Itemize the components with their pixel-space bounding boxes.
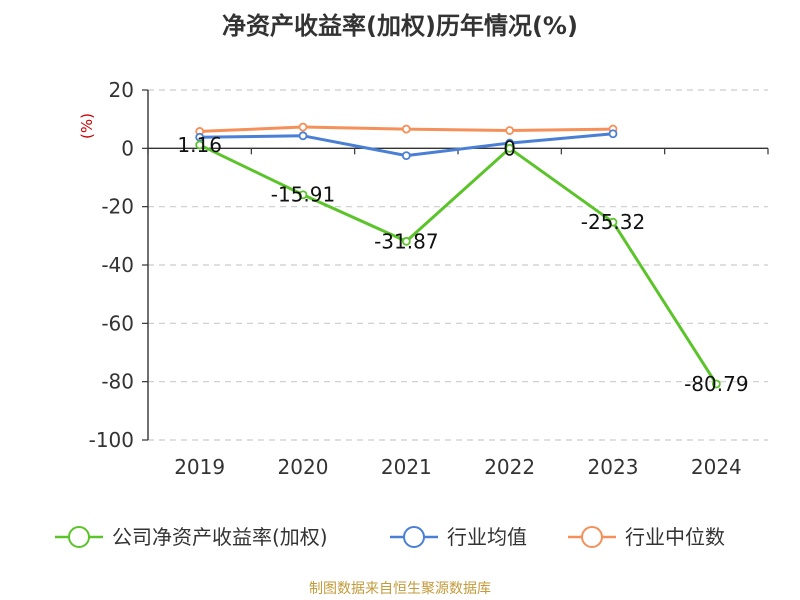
data-label: -80.79 [684, 372, 748, 396]
chart-title: 净资产收益率(加权)历年情况(%) [222, 12, 578, 40]
series-point-2 [401, 124, 411, 134]
y-tick-label: -20 [101, 195, 134, 219]
x-tick-label: 2022 [484, 455, 535, 479]
series-point-0 [711, 379, 721, 389]
y-tick-label: -80 [101, 370, 134, 394]
series-point-2 [298, 122, 308, 132]
series-point-0 [298, 190, 308, 200]
legend-label-1: 行业均值 [447, 525, 527, 549]
y-tick-label: -40 [101, 253, 134, 277]
x-tick-label: 2020 [278, 455, 329, 479]
x-tick-label: 2023 [588, 455, 639, 479]
legend-label-2: 行业中位数 [625, 525, 725, 549]
legend-marker-1 [403, 526, 425, 548]
data-label: -15.91 [271, 183, 335, 207]
series-point-2 [505, 126, 515, 135]
y-axis-unit: (%) [78, 113, 96, 139]
data-source: 制图数据来自恒生聚源数据库 [309, 581, 491, 597]
data-label: -31.87 [374, 229, 438, 253]
y-tick-label: -60 [101, 311, 134, 335]
legend-marker-2 [581, 526, 603, 548]
y-tick-label: 20 [109, 78, 134, 102]
x-tick-label: 2021 [381, 455, 432, 479]
series-point-1 [608, 129, 618, 139]
y-tick-label: 0 [121, 136, 134, 160]
x-tick-label: 2024 [691, 455, 742, 479]
series-point-0 [195, 140, 205, 150]
y-tick-label: -100 [89, 428, 134, 452]
series-point-1 [401, 151, 411, 161]
x-tick-label: 2019 [174, 455, 225, 479]
series-point-1 [298, 131, 308, 141]
legend-marker-0 [68, 526, 90, 548]
series-point-0 [401, 236, 411, 246]
data-label: -25.32 [581, 210, 645, 234]
series-point-0 [608, 217, 618, 227]
series-point-0 [505, 143, 515, 153]
series-line-0 [199, 143, 718, 385]
legend-label-0: 公司净资产收益率(加权) [112, 525, 328, 549]
data-label: 1.16 [177, 133, 222, 157]
data-label: 0 [503, 136, 516, 160]
